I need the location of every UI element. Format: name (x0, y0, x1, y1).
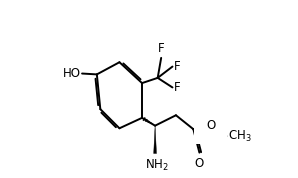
Text: CH$_3$: CH$_3$ (228, 129, 252, 144)
Text: F: F (174, 81, 181, 94)
Text: F: F (174, 60, 181, 73)
Text: HO: HO (63, 67, 81, 80)
Text: O: O (195, 157, 204, 170)
Text: F: F (158, 42, 164, 55)
Text: O: O (206, 119, 215, 132)
Polygon shape (154, 126, 156, 153)
Text: NH$_2$: NH$_2$ (145, 158, 169, 173)
